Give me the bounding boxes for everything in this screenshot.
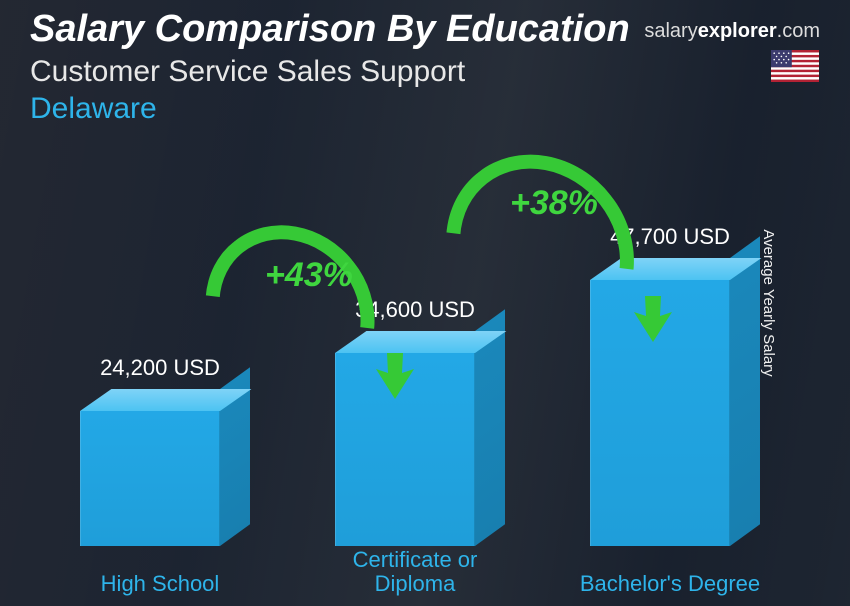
bar-label-1: Certificate or Diploma bbox=[315, 548, 515, 596]
bar-label-0: High School bbox=[60, 572, 260, 596]
job-title: Customer Service Sales Support bbox=[30, 55, 465, 89]
arrow-down-icon bbox=[370, 351, 420, 406]
bar-side-face bbox=[730, 236, 760, 546]
brand-bold: explorer bbox=[698, 20, 777, 42]
delta-pct-1: +38% bbox=[510, 184, 598, 223]
location-label: Delaware bbox=[30, 92, 157, 126]
bar-0 bbox=[80, 389, 220, 546]
brand-suffix: .com bbox=[777, 20, 820, 42]
brand-prefix: salary bbox=[644, 20, 697, 42]
delta-pct-0: +43% bbox=[265, 256, 353, 295]
bar-chart: 24,200 USDHigh School34,600 USDCertifica… bbox=[0, 126, 850, 606]
bar-label-2: Bachelor's Degree bbox=[570, 572, 770, 596]
us-flag-icon bbox=[770, 50, 820, 82]
infographic-canvas: Salary Comparison By Education Customer … bbox=[0, 0, 850, 606]
brand-label: salaryexplorer.com bbox=[644, 20, 820, 43]
bar-front-face bbox=[80, 411, 220, 546]
arrow-down-icon bbox=[628, 294, 678, 349]
page-title: Salary Comparison By Education bbox=[30, 8, 630, 51]
